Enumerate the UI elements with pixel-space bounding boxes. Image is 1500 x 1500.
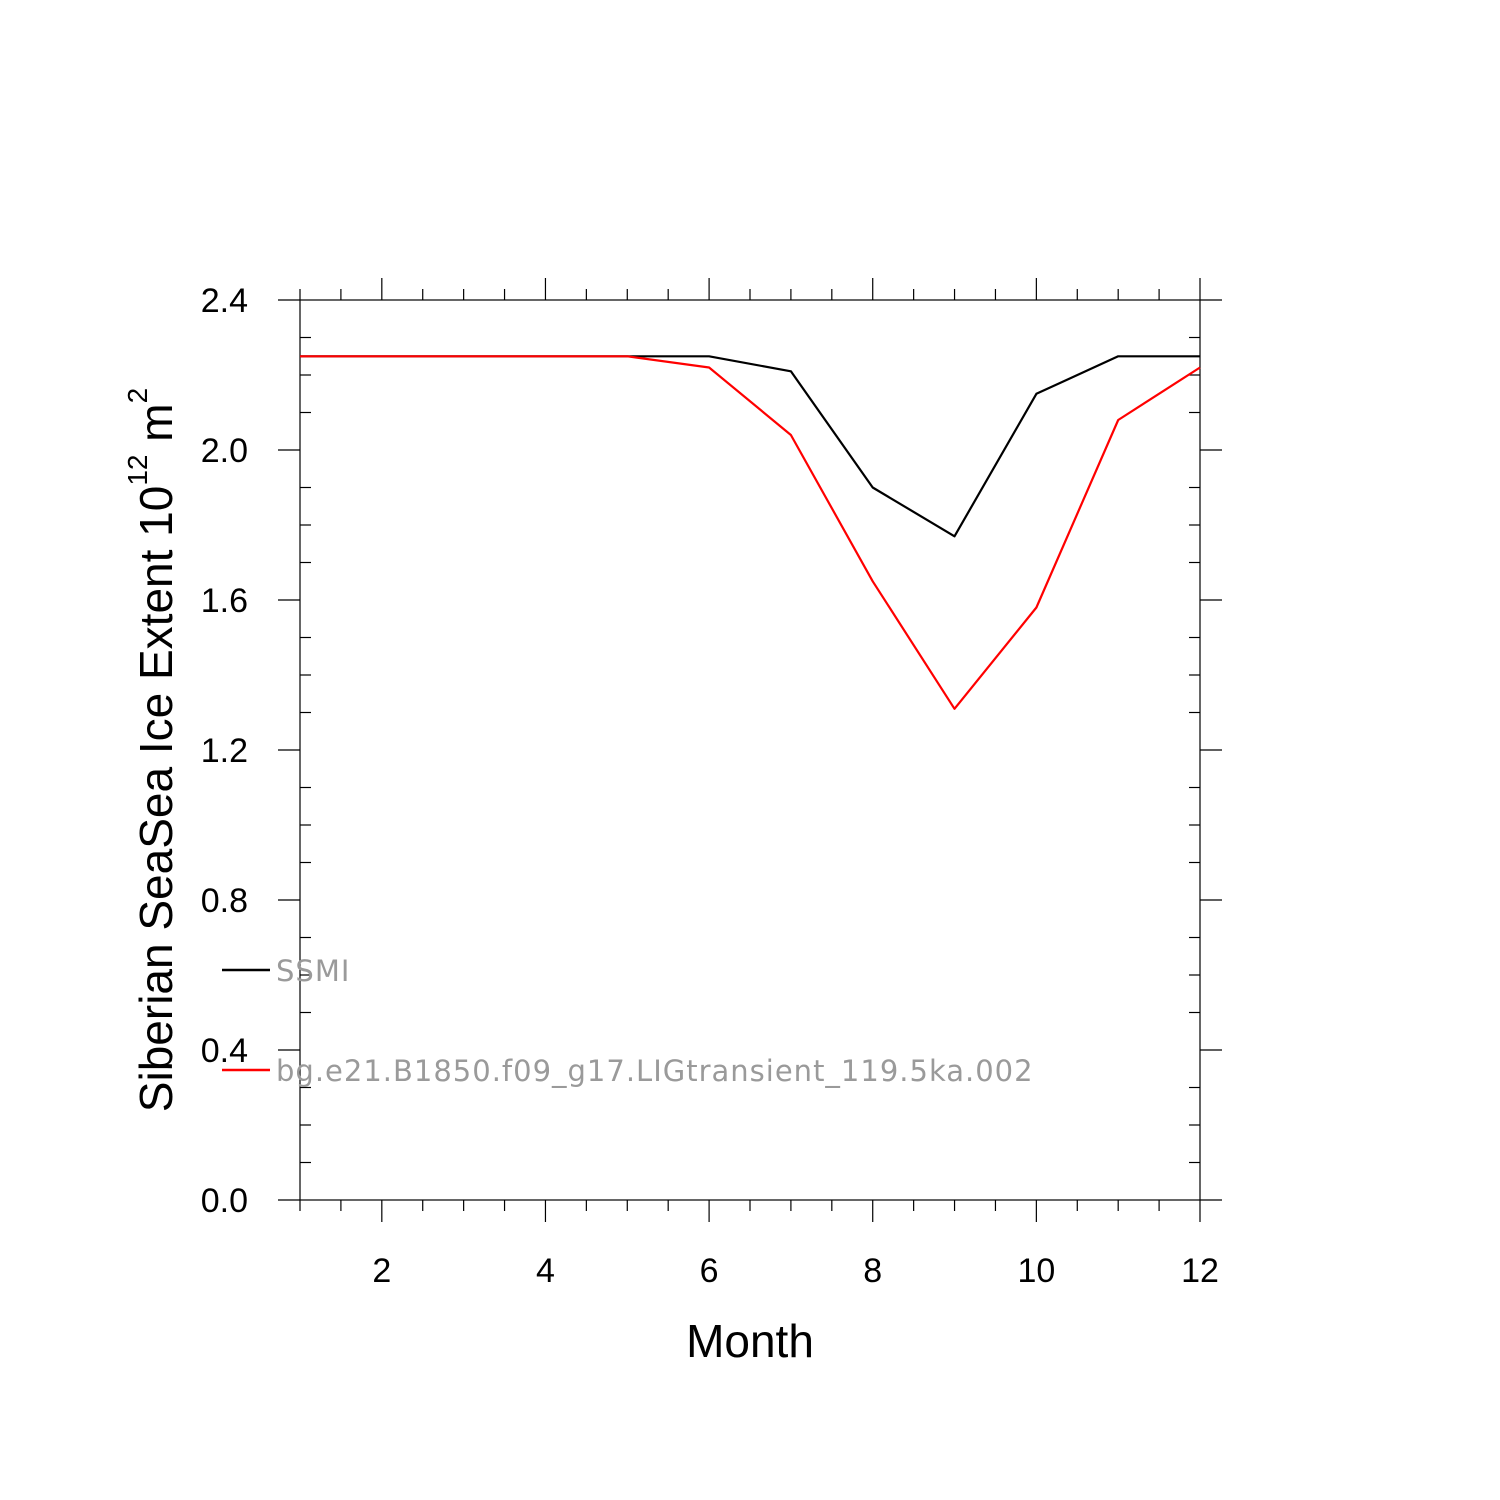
y-tick-label: 1.6 xyxy=(201,582,248,620)
y-axis-title-unit-exponent: 2 xyxy=(122,388,153,404)
y-tick-label: 0.8 xyxy=(201,882,248,920)
x-tick-label: 2 xyxy=(372,1252,391,1290)
y-tick-label: 0.4 xyxy=(201,1032,248,1070)
x-tick-label: 4 xyxy=(536,1252,555,1290)
x-tick-label: 6 xyxy=(700,1252,719,1290)
plot-frame xyxy=(299,299,1201,1201)
y-tick-label: 2.0 xyxy=(201,432,248,470)
y-axis-title: Siberian SeaSea Ice Extent 1012 m2 xyxy=(122,388,182,1112)
axis-ticks xyxy=(278,278,1222,1222)
tick-labels: 2 4 6 8 10 12 0.0 0.4 0.8 1.2 1.6 2.0 2.4 xyxy=(201,282,1219,1290)
y-axis-title-exponent: 12 xyxy=(122,455,153,486)
series-lines xyxy=(300,355,1201,710)
legend-label-ssmi: SSMI xyxy=(276,954,350,988)
x-axis-title: Month xyxy=(686,1315,814,1367)
legend-label-model-run: bg.e21.B1850.f09_g17.LIGtransient_119.5k… xyxy=(276,1054,1034,1088)
x-tick-label: 12 xyxy=(1181,1252,1219,1290)
y-tick-label: 0.0 xyxy=(201,1182,248,1220)
legend: SSMI bg.e21.B1850.f09_g17.LIGtransient_1… xyxy=(222,954,1034,1088)
series-line-1 xyxy=(300,355,1201,710)
series-line-0 xyxy=(300,355,1200,538)
y-axis-title-unit: m xyxy=(130,403,182,454)
y-tick-label: 1.2 xyxy=(201,732,248,770)
y-axis-title-text: Siberian SeaSea Ice Extent 10 xyxy=(130,486,182,1113)
x-tick-label: 8 xyxy=(863,1252,882,1290)
y-tick-label: 2.4 xyxy=(201,282,248,320)
x-tick-label: 10 xyxy=(1017,1252,1055,1290)
